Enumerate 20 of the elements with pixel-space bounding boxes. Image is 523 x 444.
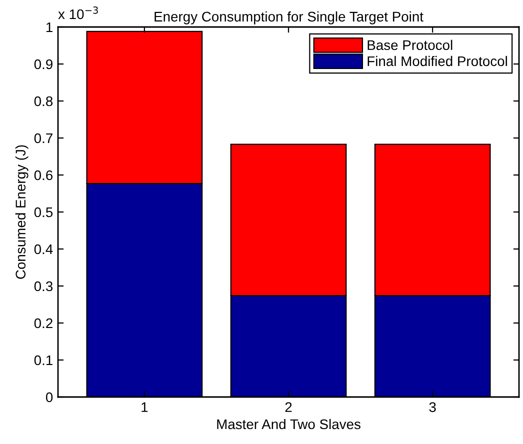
- x-tick-label: 2: [285, 402, 292, 412]
- x-tick-label: 3: [429, 402, 436, 412]
- legend-label: Final Modified Protocol: [368, 56, 507, 66]
- text: x 10$^{−3}$: [58, 6, 98, 20]
- y-tick-label: 0: [46, 392, 53, 402]
- y-tick-label: 0.8: [34, 96, 53, 106]
- y-tick-label: 0.4: [34, 244, 53, 254]
- y-tick-label: 0.5: [34, 207, 53, 218]
- y-tick-label: 0.7: [34, 133, 52, 144]
- x-tick-label: 1: [142, 402, 148, 412]
- y-tick-label: 0.6: [34, 170, 53, 180]
- y-axis-title: Consumed Energy (J): [15, 145, 28, 279]
- y-tick-label: 0.9: [34, 59, 52, 70]
- y-tick-label: 0.1: [34, 355, 52, 366]
- y-tick-label: 1: [46, 22, 52, 32]
- x-axis-title: Master And Two Slaves: [217, 418, 360, 430]
- chart-title: Energy Consumption for Single Target Point: [154, 11, 424, 24]
- legend-label: Base Protocol: [368, 40, 452, 50]
- y-tick-label: 0.2: [34, 318, 52, 328]
- y-tick-label: 0.3: [34, 281, 53, 292]
